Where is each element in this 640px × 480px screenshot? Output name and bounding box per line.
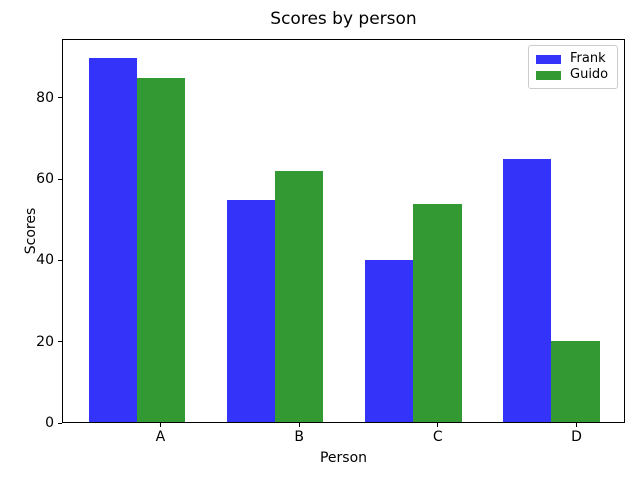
guido-swatch-icon	[536, 70, 561, 80]
plot-area	[62, 39, 625, 423]
y-tick-label: 20	[36, 333, 54, 350]
bar-guido-c	[413, 203, 462, 422]
x-tick-mark	[437, 423, 439, 427]
y-tick-label: 80	[36, 89, 54, 106]
bar-frank-d	[503, 159, 552, 422]
y-axis-label: Scores	[23, 207, 39, 255]
bar-guido-b	[275, 171, 324, 422]
y-tick-mark	[58, 178, 62, 180]
x-tick-mark	[575, 423, 577, 427]
legend: Frank Guido	[528, 45, 618, 89]
x-tick-label: A	[155, 429, 166, 445]
x-tick-label: B	[294, 429, 304, 445]
legend-entry-frank: Frank	[536, 52, 610, 66]
x-tick-label: C	[432, 429, 443, 445]
y-tick-label: 0	[45, 415, 54, 431]
y-tick-mark	[58, 341, 62, 343]
y-tick-mark	[58, 422, 62, 424]
x-tick-label: D	[571, 429, 582, 445]
bar-frank-b	[226, 199, 276, 422]
legend-label: Frank	[570, 51, 606, 66]
bar-frank-c	[364, 260, 414, 422]
y-tick-mark	[58, 97, 62, 99]
legend-entry-guido: Guido	[536, 68, 610, 82]
y-tick-label: 40	[36, 252, 54, 269]
legend-label: Guido	[570, 67, 609, 82]
y-tick-label: 60	[36, 171, 54, 188]
frank-swatch-icon	[536, 54, 561, 64]
bar-frank-a	[88, 58, 137, 422]
y-tick-mark	[58, 259, 62, 261]
chart-title: Scores by person	[270, 9, 417, 29]
x-tick-mark	[159, 423, 161, 427]
x-tick-mark	[298, 423, 300, 427]
x-axis-label: Person	[319, 450, 368, 466]
bar-guido-d	[551, 341, 600, 422]
bar-guido-a	[136, 78, 186, 422]
